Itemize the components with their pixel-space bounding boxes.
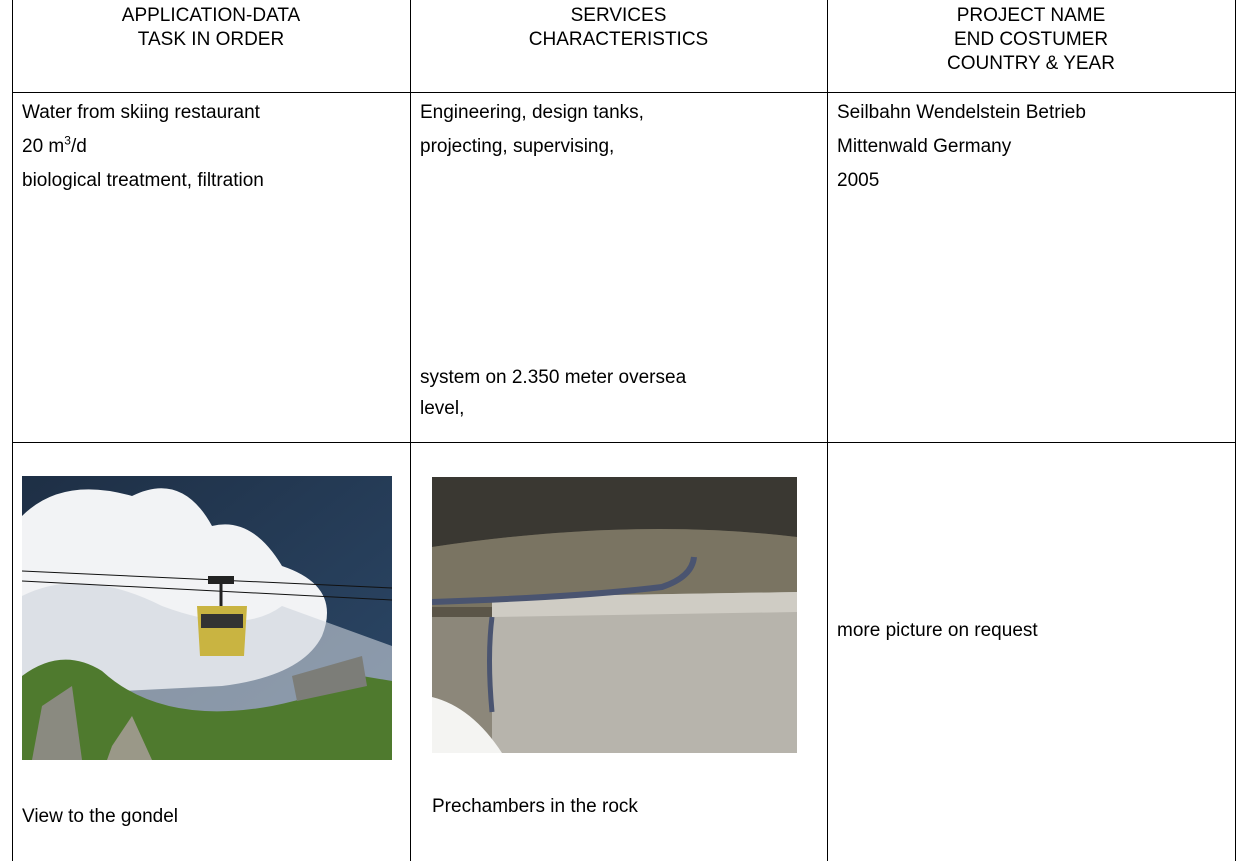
cell-text: Seilbahn Wendelstein Betrieb (837, 102, 1086, 123)
caption: Prechambers in the rock (432, 796, 638, 817)
cell-text: system on 2.350 meter oversea (420, 367, 687, 388)
border (12, 92, 1236, 93)
cell: more picture on request (837, 614, 1038, 648)
header-text: PROJECT NAME (956, 5, 1106, 26)
header-text: COUNTRY & YEAR (947, 53, 1115, 74)
header-text: APPLICATION-DATA (121, 5, 301, 26)
cell-text: Engineering, design tanks, (420, 102, 644, 123)
cell-text: Mittenwald Germany (837, 136, 1012, 157)
superscript: 3 (64, 133, 71, 148)
cell: system on 2.350 meter oversea level, (420, 362, 686, 424)
cell: View to the gondel (22, 800, 178, 834)
header-text: CHARACTERISTICS (528, 29, 709, 50)
header-cell: APPLICATION-DATA TASK IN ORDER (12, 4, 410, 52)
border (410, 0, 411, 861)
header-cell: PROJECT NAME END COSTUMER COUNTRY & YEAR (827, 4, 1235, 76)
cell-text: level, (420, 398, 465, 419)
cell-text: 20 m3/d (22, 130, 264, 164)
cell: Prechambers in the rock (432, 790, 638, 824)
header-text: SERVICES (570, 5, 667, 26)
photo-gondola (22, 476, 392, 760)
cell-text: projecting, supervising, (420, 136, 615, 157)
border (12, 442, 1236, 443)
cell: Engineering, design tanks, projecting, s… (420, 96, 644, 164)
text: /d (70, 136, 87, 157)
cell-text: more picture on request (837, 620, 1038, 641)
cell: Water from skiing restaurant 20 m3/d bio… (22, 96, 264, 198)
photo-prechambers (432, 477, 797, 753)
border (827, 0, 828, 861)
cell-text: 2005 (837, 170, 880, 191)
text: 20 m (22, 136, 65, 157)
cell-text: Water from skiing restaurant (22, 102, 260, 123)
border (12, 0, 13, 861)
header-text: TASK IN ORDER (137, 29, 285, 50)
cell: Seilbahn Wendelstein Betrieb Mittenwald … (837, 96, 1086, 198)
cell-text: biological treatment, filtration (22, 170, 264, 191)
caption: View to the gondel (22, 806, 178, 827)
header-cell: SERVICES CHARACTERISTICS (410, 4, 827, 52)
header-text: END COSTUMER (953, 29, 1109, 50)
